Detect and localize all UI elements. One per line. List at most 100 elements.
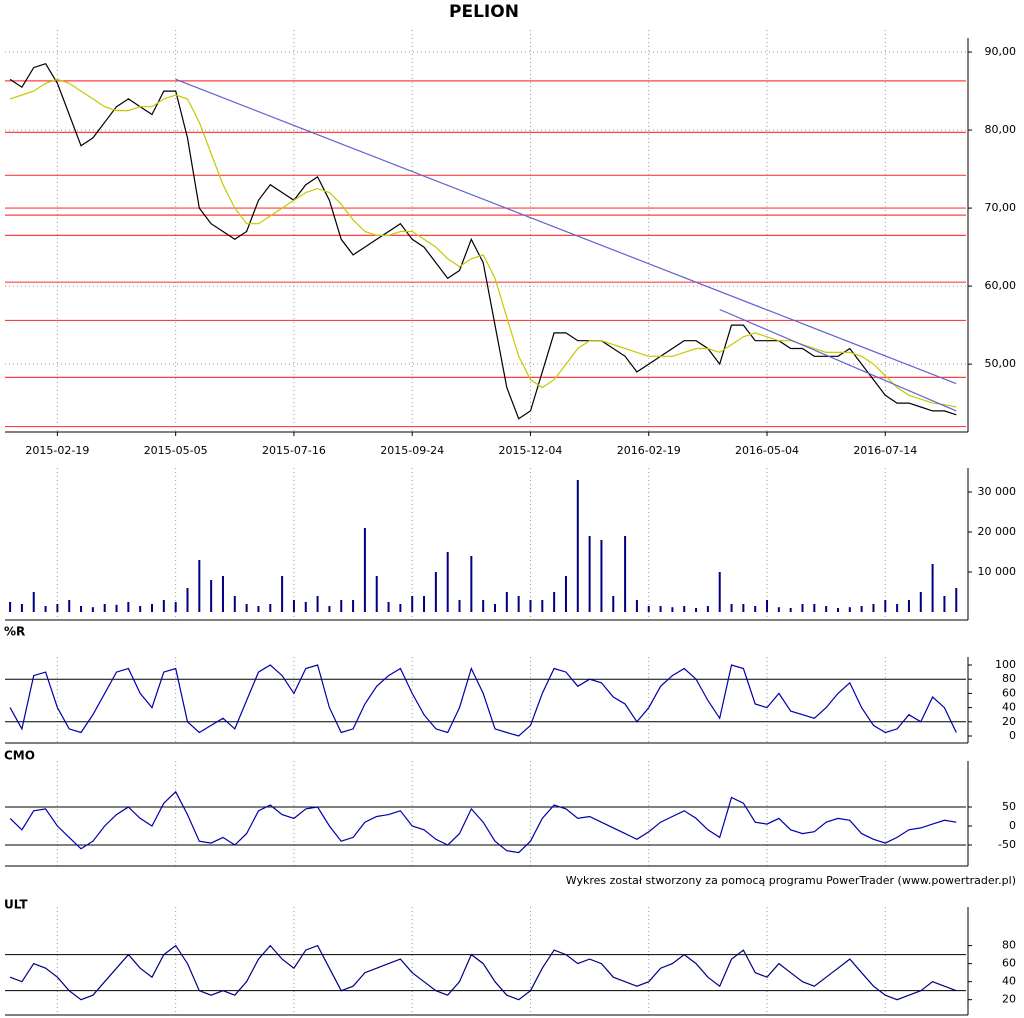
bar (931, 564, 934, 612)
y-tick-label: 30 000 (978, 485, 1017, 498)
y-tick-label: 40 (1002, 975, 1016, 988)
bar (32, 592, 35, 612)
bar (612, 596, 615, 612)
y-tick-label: -50 (998, 838, 1016, 851)
bar (399, 604, 402, 612)
x-tick-label: 2015-05-05 (144, 444, 208, 457)
bar (316, 596, 319, 612)
note: Wykres został stworzony za pomocą progra… (566, 874, 1016, 887)
bar (801, 604, 804, 612)
bar (20, 604, 23, 612)
bar (68, 600, 71, 612)
bar (470, 556, 473, 612)
bar (56, 604, 59, 612)
bar (80, 606, 83, 612)
trend-line (719, 308, 957, 412)
bar (659, 606, 662, 612)
y-tick-label: 90,00 (985, 45, 1017, 58)
bar (683, 606, 686, 612)
series-line (9, 664, 957, 737)
bar (635, 600, 638, 612)
bar (139, 606, 142, 612)
bar (943, 596, 946, 612)
x-tick-label: 2015-12-04 (499, 444, 563, 457)
bar (647, 606, 650, 612)
bar (411, 596, 414, 612)
bar (221, 576, 224, 612)
bar (257, 606, 260, 612)
x-tick-label: 2016-05-04 (735, 444, 799, 457)
bar (624, 536, 627, 612)
bar (446, 552, 449, 612)
bar (352, 600, 355, 612)
y-tick-label: 60 (1002, 957, 1016, 970)
bar (151, 604, 154, 612)
bar (955, 588, 958, 612)
bar (304, 602, 307, 612)
panel-title: %R (4, 625, 25, 639)
y-tick-label: 50 (1002, 800, 1016, 813)
y-tick-label: 0 (1009, 819, 1016, 832)
bar (505, 592, 508, 612)
y-tick-label: 80 (1002, 672, 1016, 685)
bar (541, 600, 544, 612)
bar (848, 607, 851, 612)
y-tick-label: 50,00 (985, 357, 1017, 370)
series-line (9, 944, 957, 1001)
trend-line (175, 78, 957, 385)
bar (813, 604, 816, 612)
y-tick-label: 10 000 (978, 565, 1017, 578)
bar (777, 607, 780, 612)
bar (44, 606, 47, 612)
y-tick-label: 20 (1002, 993, 1016, 1006)
bar (174, 602, 177, 612)
bar (198, 560, 201, 612)
y-tick-label: 60,00 (985, 279, 1017, 292)
bar (766, 600, 769, 612)
bar (884, 600, 887, 612)
bar (754, 606, 757, 612)
y-tick-label: 80 (1002, 939, 1016, 952)
y-tick-label: 80,00 (985, 123, 1017, 136)
x-tick-label: 2016-02-19 (617, 444, 681, 457)
bar (162, 600, 165, 612)
x-tick-label: 2015-09-24 (380, 444, 444, 457)
y-tick-label: 40 (1002, 701, 1016, 714)
bar (423, 596, 426, 612)
chart-title: PELION (449, 2, 519, 22)
y-tick-label: 20 000 (978, 525, 1017, 538)
bar (588, 536, 591, 612)
bar (186, 588, 189, 612)
bar (718, 572, 721, 612)
bar (375, 576, 378, 612)
bar (907, 600, 910, 612)
bar (600, 540, 603, 612)
bar (9, 602, 12, 612)
bar (576, 480, 579, 612)
bar (730, 604, 733, 612)
bar (671, 607, 674, 612)
bar (789, 608, 792, 612)
bar (387, 602, 390, 612)
x-tick-label: 2015-02-19 (25, 444, 89, 457)
bar (825, 606, 828, 612)
bar (340, 600, 343, 612)
bar (860, 606, 863, 612)
bar (742, 604, 745, 612)
bar (482, 600, 485, 612)
bar (434, 572, 437, 612)
bar (245, 604, 248, 612)
bar (281, 576, 284, 612)
y-tick-label: 100 (995, 658, 1016, 671)
y-tick-label: 20 (1002, 715, 1016, 728)
series-line (9, 78, 957, 408)
x-tick-label: 2015-07-16 (262, 444, 326, 457)
y-tick-label: 0 (1009, 729, 1016, 742)
bar (706, 606, 709, 612)
bar (919, 592, 922, 612)
bar (115, 604, 118, 612)
bar (836, 608, 839, 612)
bar (695, 608, 698, 612)
y-tick-label: 60 (1002, 686, 1016, 699)
